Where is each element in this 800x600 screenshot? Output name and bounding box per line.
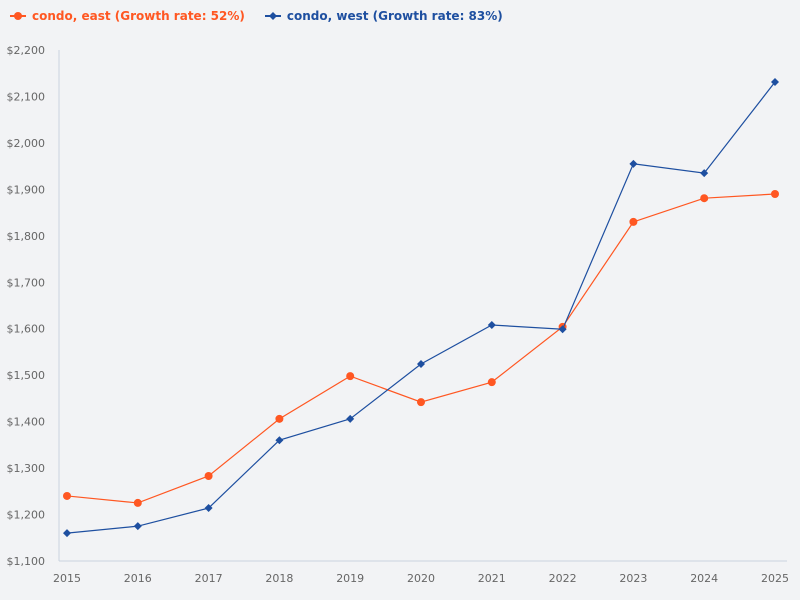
y-tick-label: $2,100 [7, 90, 46, 103]
y-tick-label: $1,300 [7, 462, 46, 475]
data-point [629, 217, 638, 226]
data-point [771, 78, 779, 87]
y-tick-label: $1,600 [7, 323, 46, 336]
legend-item-east[interactable]: condo, east (Growth rate: 52%) [10, 9, 245, 23]
y-tick-label: $1,800 [7, 230, 46, 243]
x-tick-label: 2022 [549, 572, 577, 585]
data-point [133, 522, 142, 531]
data-point [417, 398, 425, 407]
x-tick-label: 2024 [690, 572, 718, 585]
legend-item-west[interactable]: condo, west (Growth rate: 83%) [264, 9, 503, 23]
y-tick-label: $2,200 [7, 44, 46, 57]
x-tick-label: 2019 [336, 572, 364, 585]
x-tick-label: 2025 [761, 572, 789, 585]
y-tick-label: $1,100 [7, 555, 46, 568]
x-tick-label: 2018 [265, 572, 293, 585]
x-tick-label: 2023 [619, 572, 647, 585]
legend-label-east: condo, east (Growth rate: 52%) [32, 9, 245, 23]
data-point [346, 414, 355, 423]
legend-marker-circle-icon [10, 12, 26, 20]
data-point [487, 321, 496, 330]
data-point [771, 190, 779, 199]
y-tick-label: $2,000 [7, 137, 46, 150]
data-point [204, 504, 213, 513]
legend-label-west: condo, west (Growth rate: 83%) [286, 9, 503, 23]
data-point [63, 491, 71, 500]
data-point [204, 471, 213, 480]
data-point [275, 436, 284, 445]
series-line-1 [66, 81, 776, 534]
x-tick-label: 2020 [407, 572, 435, 585]
data-point [346, 372, 355, 381]
legend-marker-diamond-icon [264, 12, 281, 20]
data-point [63, 529, 71, 538]
series-line-0 [66, 193, 776, 504]
y-tick-label: $1,400 [7, 416, 46, 429]
x-tick-label: 2015 [53, 572, 81, 585]
legend: condo, east (Growth rate: 52%) condo, we… [10, 9, 503, 23]
data-point [487, 378, 496, 387]
x-tick-label: 2016 [124, 572, 152, 585]
x-tick-label: 2021 [478, 572, 506, 585]
x-tick-label: 2017 [195, 572, 223, 585]
data-point [417, 360, 425, 369]
y-tick-label: $1,500 [7, 369, 46, 382]
data-point [700, 169, 709, 178]
data-point [133, 498, 142, 507]
data-point [629, 159, 638, 168]
y-tick-label: $1,700 [7, 276, 46, 289]
data-point [558, 325, 567, 334]
y-tick-label: $1,200 [7, 509, 46, 522]
data-point [275, 414, 284, 423]
data-point [700, 194, 709, 203]
y-tick-label: $1,900 [7, 183, 46, 196]
